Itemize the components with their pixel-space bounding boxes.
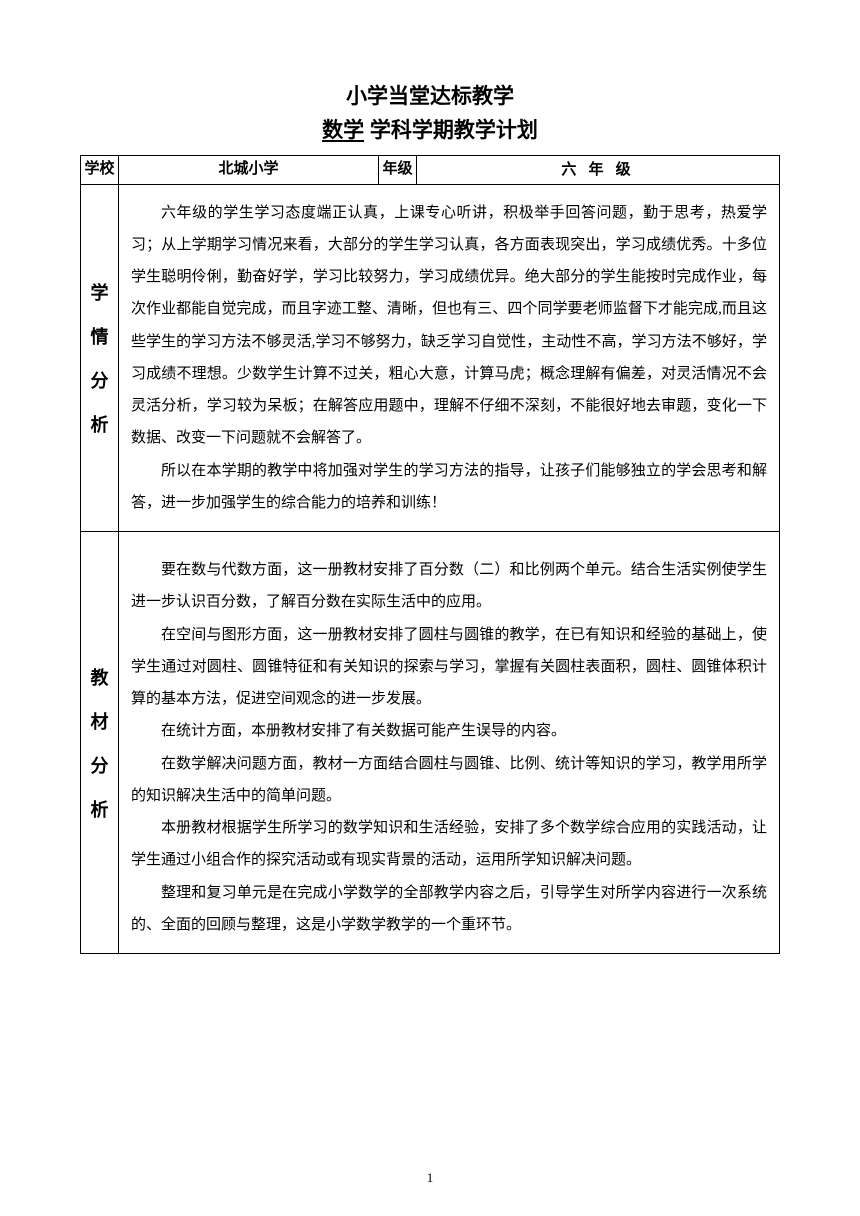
section-2-label: 教 材 分 析 xyxy=(81,532,119,954)
section-1-label: 学 情 分 析 xyxy=(81,184,119,532)
school-label: 学校 xyxy=(84,161,114,177)
section-2-content: 要在数与代数方面，这一册教材安排了百分数（二）和比例两个单元。结合生活实例使学生… xyxy=(119,532,780,954)
subject-underlined: 数学 xyxy=(322,119,364,142)
label-char: 析 xyxy=(85,411,114,437)
label-char: 情 xyxy=(85,323,114,349)
plan-table: 学校 北城小学 年级 六 年 级 学 情 分 析 六年级的学生学习态度端正认真，… xyxy=(80,155,780,954)
title-line-2: 数学 学科学期教学计划 xyxy=(80,114,780,148)
grade-label: 年级 xyxy=(382,161,412,177)
title-rest: 学科学期教学计划 xyxy=(364,119,538,142)
school-label-cell: 学校 xyxy=(81,156,119,185)
paragraph: 在空间与图形方面，这一册教材安排了圆柱与圆锥的教学，在已有知识和经验的基础上，使… xyxy=(131,619,767,716)
label-char: 析 xyxy=(85,796,114,822)
label-char: 分 xyxy=(85,752,114,778)
label-char: 学 xyxy=(85,279,114,305)
paragraph: 整理和复习单元是在完成小学数学的全部教学内容之后，引导学生对所学内容进行一次系统… xyxy=(131,877,767,942)
section-1-content: 六年级的学生学习态度端正认真，上课专心听讲，积极举手回答问题，勤于思考，热爱学习… xyxy=(119,184,780,532)
section-2-row: 教 材 分 析 要在数与代数方面，这一册教材安排了百分数（二）和比例两个单元。结… xyxy=(81,532,780,954)
paragraph: 六年级的学生学习态度端正认真，上课专心听讲，积极举手回答问题，勤于思考，热爱学习… xyxy=(131,197,767,455)
header-row: 学校 北城小学 年级 六 年 级 xyxy=(81,156,780,185)
paragraph: 所以在本学期的教学中将加强对学生的学习方法的指导，让孩子们能够独立的学会思考和解… xyxy=(131,455,767,520)
grade-label-cell: 年级 xyxy=(379,156,417,185)
school-name-cell: 北城小学 xyxy=(119,156,379,185)
label-char: 分 xyxy=(85,367,114,393)
section-1-row: 学 情 分 析 六年级的学生学习态度端正认真，上课专心听讲，积极举手回答问题，勤… xyxy=(81,184,780,532)
title-line-1: 小学当堂达标教学 xyxy=(80,80,780,114)
paragraph: 本册教材根据学生所学习的数学知识和生活经验，安排了多个数学综合应用的实践活动，让… xyxy=(131,812,767,877)
paragraph: 在统计方面，本册教材安排了有关数据可能产生误导的内容。 xyxy=(131,715,767,747)
document-title-block: 小学当堂达标教学 数学 学科学期教学计划 xyxy=(80,80,780,147)
page-number: 1 xyxy=(0,1170,860,1186)
label-char: 材 xyxy=(85,708,114,734)
label-char: 教 xyxy=(85,664,114,690)
paragraph: 要在数与代数方面，这一册教材安排了百分数（二）和比例两个单元。结合生活实例使学生… xyxy=(131,554,767,619)
paragraph: 在数学解决问题方面，教材一方面结合圆柱与圆锥、比例、统计等知识的学习，教学用所学… xyxy=(131,748,767,813)
grade-value-cell: 六 年 级 xyxy=(417,156,780,185)
